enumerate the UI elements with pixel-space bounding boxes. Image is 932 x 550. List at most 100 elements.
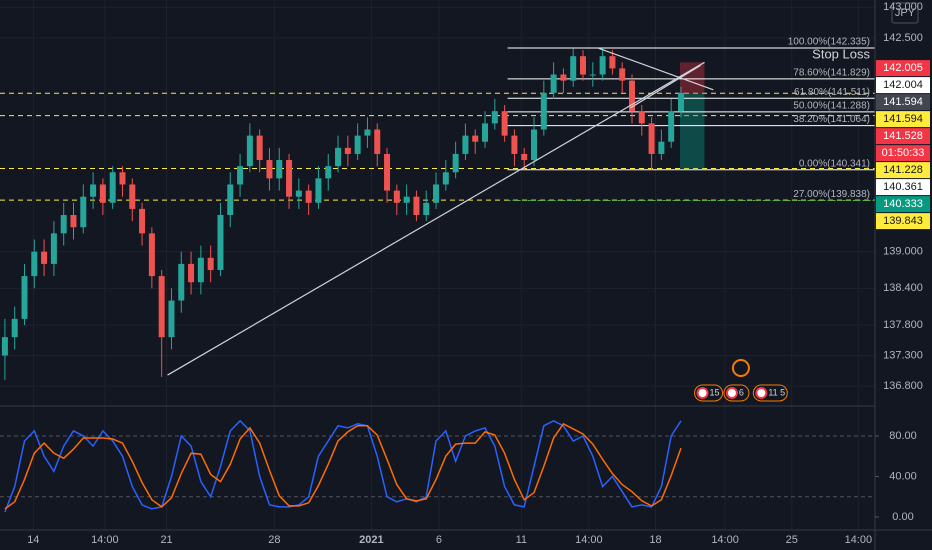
candle-body <box>354 135 361 154</box>
candle-body <box>178 263 185 301</box>
candle-body <box>99 184 106 203</box>
price-badge-label: 140.361 <box>883 181 923 193</box>
event-icon <box>696 387 709 399</box>
price-badge-label: 141.594 <box>883 96 923 108</box>
candle-body <box>677 92 684 112</box>
candle-body <box>1 337 8 356</box>
candle-body <box>305 190 312 203</box>
candle-body <box>403 196 410 203</box>
stop-zone <box>680 62 705 94</box>
trendline <box>629 64 701 109</box>
candle-body <box>628 80 635 112</box>
event-icon <box>755 387 768 399</box>
fib-label: 61.80%(141.511) <box>794 87 870 98</box>
candle-body <box>197 257 204 283</box>
y-tick-label: 137.800 <box>883 319 923 331</box>
currency-badge[interactable] <box>891 2 919 24</box>
candle-body <box>501 111 508 136</box>
currency-label: JPY <box>895 7 916 19</box>
candle-body <box>315 178 322 203</box>
x-tick-label: 6 <box>436 534 442 546</box>
candle-body <box>580 56 587 75</box>
fib-label: 38.20%(141.064) <box>793 114 870 125</box>
candle-body <box>168 300 175 338</box>
candle-body <box>589 74 596 76</box>
candle-body <box>60 215 67 234</box>
candle-body <box>266 160 273 179</box>
candle-body <box>227 184 234 216</box>
trendline <box>167 61 705 376</box>
event-label: 15 <box>710 387 720 397</box>
candle-body <box>90 184 97 197</box>
candle-body <box>668 111 675 142</box>
event-label: 6 <box>739 387 744 397</box>
candle-body <box>256 135 263 161</box>
oscillator-tick-label: 80.00 <box>889 430 917 442</box>
candle-body <box>433 184 440 203</box>
price-badge <box>876 94 930 111</box>
x-tick-label: 2021 <box>359 534 383 546</box>
candle-body <box>599 56 606 75</box>
price-badge-label: 141.528 <box>883 130 923 142</box>
candle-body <box>148 233 155 277</box>
event-flag <box>731 359 750 377</box>
candle-body <box>41 251 48 264</box>
target-zone <box>680 93 705 169</box>
price-badge-label: 140.333 <box>883 198 923 210</box>
price-badge-label: 141.228 <box>883 164 923 176</box>
x-tick-label: 21 <box>160 534 172 546</box>
price-badge <box>876 213 930 230</box>
candle-body <box>442 172 449 185</box>
fib-label: 78.60%(141.829) <box>793 68 870 79</box>
candle-body <box>393 190 400 203</box>
x-tick-label: 14:00 <box>845 534 873 546</box>
y-tick-label: 136.800 <box>883 380 923 392</box>
candle-body <box>217 215 224 270</box>
candle-body <box>276 160 283 179</box>
fib-label: 100.00%(142.335) <box>788 37 870 48</box>
y-tick-label: 138.400 <box>883 282 923 294</box>
price-badge-label: 139.843 <box>883 215 923 227</box>
x-tick-label: 11 <box>516 534 527 546</box>
candle-body <box>423 202 430 216</box>
candle-body <box>31 251 38 277</box>
oscillator-tick-label: 0.00 <box>892 511 913 523</box>
candle-body <box>452 153 459 173</box>
candle-body <box>21 276 28 319</box>
price-badge <box>876 128 930 145</box>
candle-body <box>70 215 77 228</box>
candle-body <box>109 172 116 203</box>
stop-loss-label: Stop Loss <box>812 46 870 61</box>
candle-body <box>11 318 18 338</box>
y-tick-label: 139.000 <box>883 246 923 258</box>
price-badge <box>876 162 930 179</box>
candle-body <box>384 153 391 191</box>
plot-layer: 100.00%(142.335) 78.60%(141.829) 61.80%(14… <box>0 0 875 530</box>
x-tick-label: 14:00 <box>575 534 603 546</box>
candle-body <box>246 135 253 167</box>
y-tick-label: 137.300 <box>883 349 923 361</box>
candle-body <box>609 56 616 69</box>
candle-body <box>619 68 626 81</box>
candle-body <box>129 184 136 209</box>
candle-body <box>462 135 469 154</box>
price-badge-label: 141.594 <box>883 113 923 125</box>
candle-body <box>207 257 214 270</box>
price-badge <box>876 179 930 196</box>
candle-body <box>119 172 126 185</box>
candle-body <box>237 166 244 185</box>
candle-body <box>531 129 538 161</box>
oscillator-line <box>4 419 682 513</box>
y-tick-label: 142.500 <box>883 32 923 44</box>
candle-body <box>80 196 87 228</box>
candle-body <box>295 190 302 197</box>
x-tick-label: 14:00 <box>91 534 119 546</box>
candle-body <box>560 74 567 81</box>
fib-label: 0.00%(140.341) <box>799 158 870 169</box>
candle-body <box>570 56 577 81</box>
x-tick-label: 28 <box>268 534 280 546</box>
price-badge-label: 142.005 <box>883 62 923 74</box>
candle-body <box>521 153 528 161</box>
price-badge-label: 142.004 <box>883 79 923 91</box>
trendline <box>598 47 714 91</box>
